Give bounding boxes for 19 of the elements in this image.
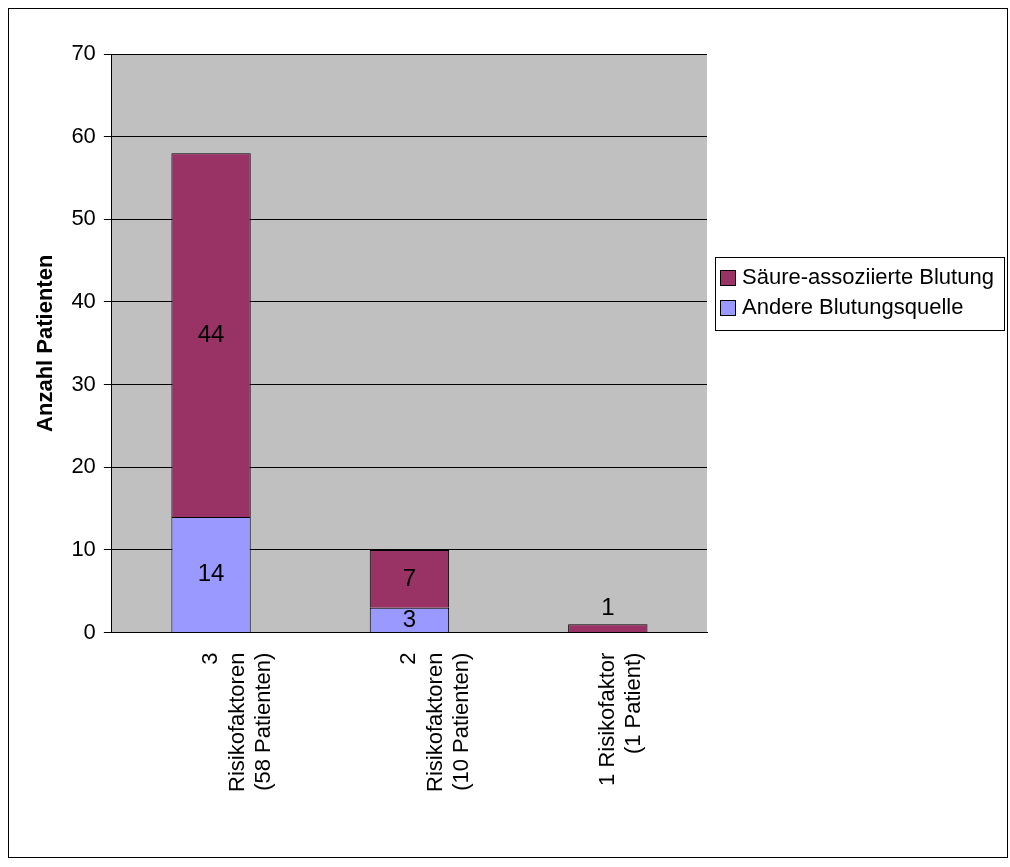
- y-tick-label: 20: [71, 453, 96, 479]
- y-tick-label: 30: [71, 370, 96, 396]
- y-axis-title: Anzahl Patienten: [32, 254, 58, 432]
- data-label: 1: [601, 592, 615, 620]
- y-tick-label: 60: [71, 122, 96, 148]
- legend-label: Andere Blutungsquelle: [742, 294, 964, 320]
- data-label: 44: [197, 319, 225, 347]
- x-tick-label: 3 Risikofaktoren (58 Patienten): [197, 652, 275, 792]
- y-tick-label: 70: [71, 40, 96, 66]
- y-tick-label: 0: [83, 618, 96, 644]
- data-label: 14: [197, 559, 225, 587]
- x-tick-label: 1 Risikofaktor (1 Patient): [593, 652, 646, 786]
- legend-label: Säure-assoziierte Blutung: [742, 264, 994, 290]
- x-tick-label: 2 Risikofaktoren (10 Patienten): [395, 652, 474, 792]
- y-tick-label: 10: [71, 536, 96, 562]
- y-tick-label: 50: [71, 205, 96, 231]
- data-label: 7: [402, 563, 417, 591]
- y-tick-label: 40: [71, 288, 96, 314]
- data-label: 3: [402, 604, 417, 632]
